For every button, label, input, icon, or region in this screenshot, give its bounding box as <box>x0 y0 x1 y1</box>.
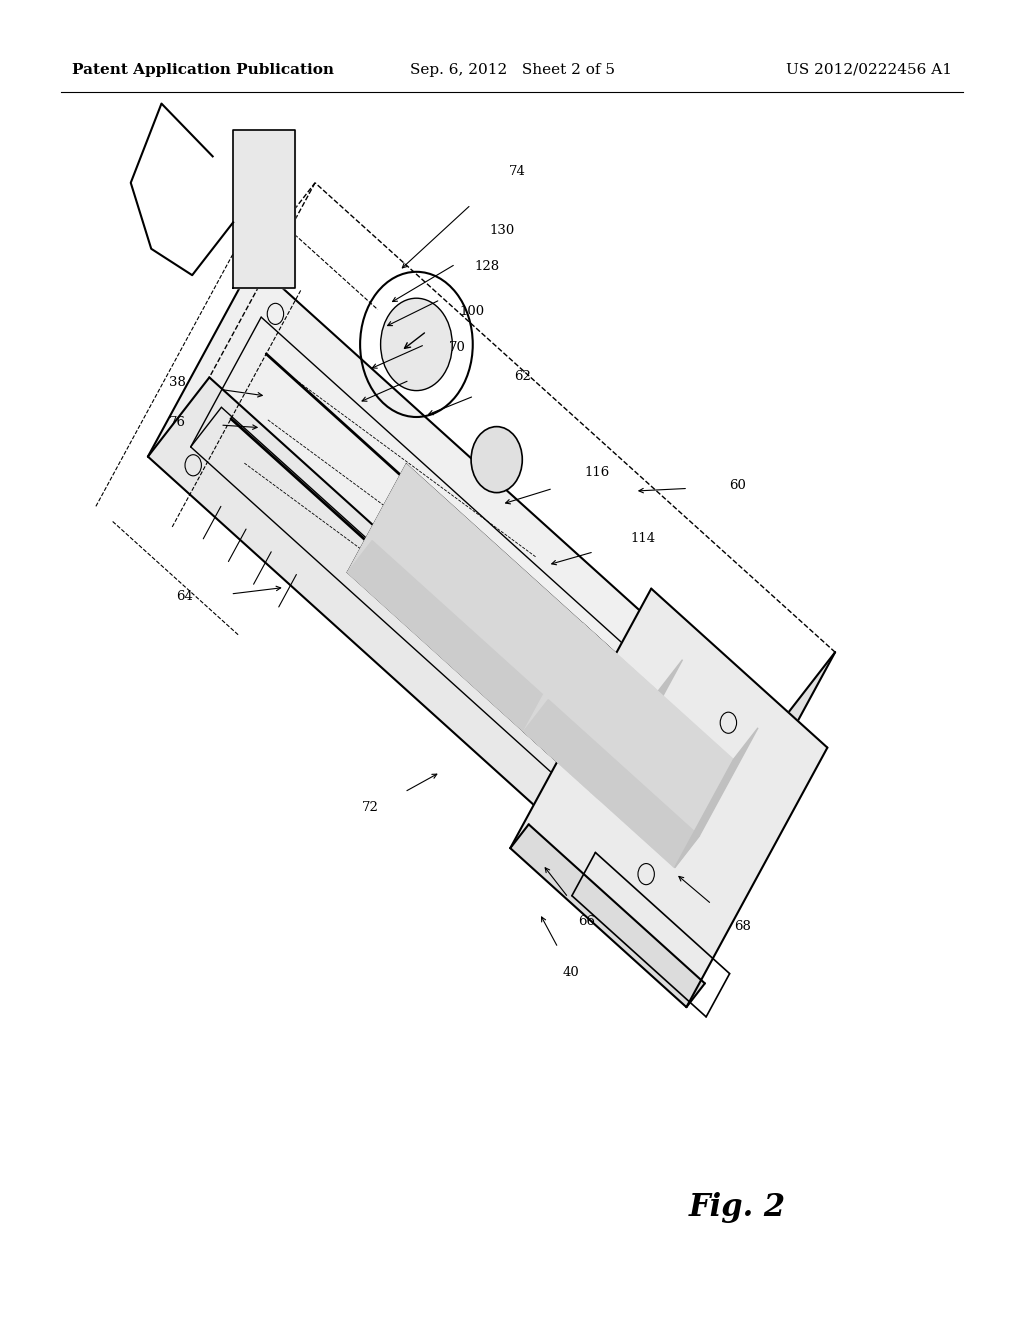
Polygon shape <box>233 129 295 288</box>
Text: 62: 62 <box>514 370 530 383</box>
Text: 128: 128 <box>475 260 500 273</box>
Polygon shape <box>147 261 774 927</box>
Text: 130: 130 <box>489 224 514 238</box>
Polygon shape <box>510 825 705 1007</box>
Text: 70: 70 <box>450 341 466 354</box>
Text: 64: 64 <box>176 590 193 603</box>
Polygon shape <box>523 623 733 867</box>
Polygon shape <box>523 700 699 867</box>
Text: 72: 72 <box>362 801 379 814</box>
Text: 60: 60 <box>729 479 745 492</box>
Text: 74: 74 <box>509 165 525 178</box>
Text: 100: 100 <box>460 305 484 318</box>
Text: 66: 66 <box>579 915 595 928</box>
Text: US 2012/0222456 A1: US 2012/0222456 A1 <box>786 62 952 77</box>
Text: 114: 114 <box>631 532 655 545</box>
Circle shape <box>471 426 522 492</box>
Text: Sep. 6, 2012   Sheet 2 of 5: Sep. 6, 2012 Sheet 2 of 5 <box>410 62 614 77</box>
Circle shape <box>381 298 453 391</box>
Text: 76: 76 <box>169 416 185 429</box>
Polygon shape <box>147 378 729 927</box>
Polygon shape <box>599 660 683 800</box>
Polygon shape <box>675 727 758 867</box>
Text: Patent Application Publication: Patent Application Publication <box>72 62 334 77</box>
Polygon shape <box>668 652 836 927</box>
Text: 68: 68 <box>734 920 751 933</box>
Text: 40: 40 <box>563 966 580 979</box>
Polygon shape <box>347 541 624 800</box>
Text: 116: 116 <box>585 466 609 479</box>
Polygon shape <box>347 465 658 800</box>
Text: Fig. 2: Fig. 2 <box>689 1192 785 1224</box>
Polygon shape <box>510 589 827 1007</box>
Text: 38: 38 <box>169 376 185 389</box>
